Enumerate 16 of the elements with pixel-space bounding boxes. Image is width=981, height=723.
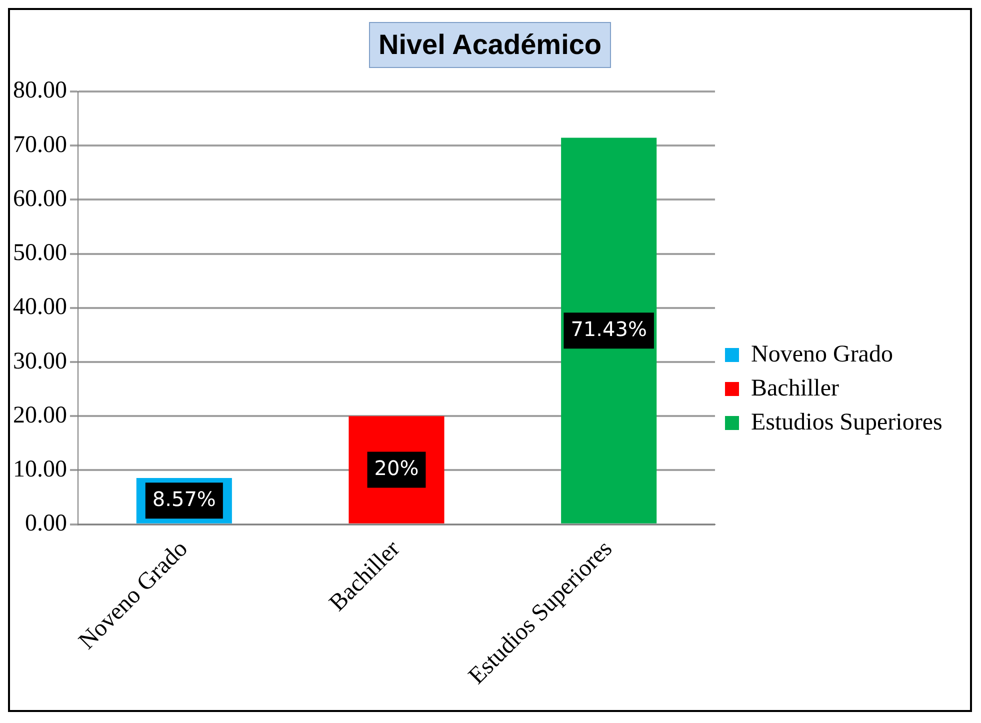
y-tick-label: 50.00 [13,240,67,266]
data-label: 71.43% [570,316,647,341]
chart-title: Nivel Académico [369,22,611,68]
data-label: 20% [374,456,419,480]
data-label: 8.57% [152,486,216,511]
y-tick-label: 70.00 [13,132,67,158]
y-tick-label: 80.00 [13,78,67,104]
y-tick-label: 60.00 [13,186,67,212]
y-tick-label: 30.00 [13,348,67,374]
y-tick-label: 20.00 [13,402,67,428]
legend-label: Estudios Superiores [751,409,942,436]
y-tick-label: 10.00 [13,456,67,483]
legend-label: Bachiller [751,375,839,402]
y-tick-label: 40.00 [13,294,67,320]
legend-label: Noveno Grado [751,341,893,368]
y-tick-label: 0.00 [25,510,67,537]
